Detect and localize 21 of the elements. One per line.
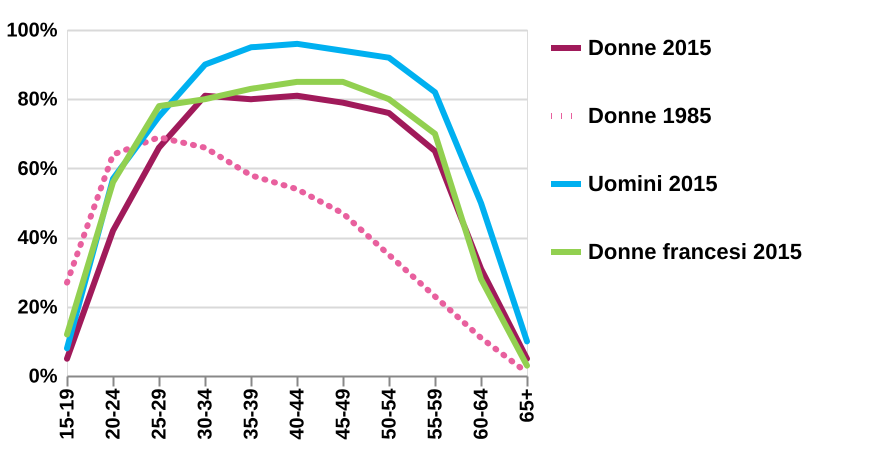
x-tick-label: 65+ bbox=[516, 388, 538, 422]
legend-label: Donne 1985 bbox=[588, 103, 712, 128]
x-tick-label: 40-44 bbox=[286, 388, 308, 440]
y-tick-label: 20% bbox=[17, 296, 58, 318]
y-tick-label: 100% bbox=[6, 20, 58, 42]
legend-label: Donne 2015 bbox=[588, 35, 712, 60]
x-tick-label: 30-34 bbox=[194, 388, 216, 440]
y-tick-label: 40% bbox=[17, 227, 58, 250]
y-tick-label: 60% bbox=[17, 158, 58, 180]
x-tick-label: 60-64 bbox=[470, 388, 492, 440]
x-tick-label: 15-19 bbox=[56, 388, 78, 440]
y-tick-label: 0% bbox=[28, 366, 58, 388]
x-tick-label: 55-59 bbox=[424, 388, 446, 440]
x-tick-label: 20-24 bbox=[102, 388, 124, 440]
x-tick-label: 50-54 bbox=[378, 388, 400, 440]
y-tick-label: 80% bbox=[17, 88, 58, 111]
x-tick-label: 45-49 bbox=[332, 388, 354, 440]
x-tick-label: 25-29 bbox=[148, 388, 170, 440]
legend-label: Donne francesi 2015 bbox=[588, 239, 802, 264]
legend-label: Uomini 2015 bbox=[588, 171, 718, 196]
x-tick-label: 35-39 bbox=[240, 388, 262, 440]
